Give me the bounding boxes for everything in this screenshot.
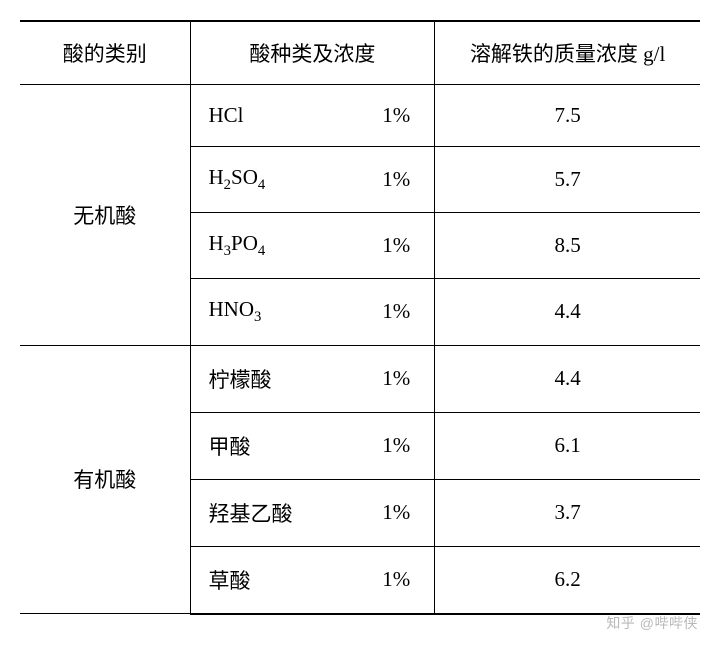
acid-name: H3PO4: [209, 231, 266, 260]
value-cell: 7.5: [435, 85, 700, 147]
value-cell: 5.7: [435, 147, 700, 213]
acid-name: 柠檬酸: [209, 364, 272, 394]
value-cell: 3.7: [435, 479, 700, 546]
acid-cell: 草酸 1%: [190, 546, 435, 614]
acid-name: 草酸: [209, 565, 251, 595]
acid-concentration: 1%: [382, 500, 410, 525]
acid-concentration: 1%: [382, 103, 410, 128]
acid-cell: 甲酸 1%: [190, 412, 435, 479]
header-value: 溶解铁的质量浓度 g/l: [435, 21, 700, 85]
acid-name: 甲酸: [209, 431, 251, 461]
value-cell: 6.1: [435, 412, 700, 479]
acid-table: 酸的类别 酸种类及浓度 溶解铁的质量浓度 g/l 无机酸HCl1%7.5H2SO…: [20, 20, 700, 615]
value-cell: 4.4: [435, 345, 700, 412]
category-cell: 有机酸: [20, 345, 190, 614]
value-cell: 4.4: [435, 279, 700, 345]
watermark: 知乎 @哔哔侠: [606, 613, 698, 633]
acid-concentration: 1%: [382, 233, 410, 258]
table-row: 有机酸柠檬酸1%4.4: [20, 345, 700, 412]
acid-name: 羟基乙酸: [209, 498, 293, 528]
acid-concentration: 1%: [382, 299, 410, 324]
category-cell: 无机酸: [20, 85, 190, 346]
value-cell: 8.5: [435, 213, 700, 279]
acid-name: H2SO4: [209, 165, 266, 194]
table-head: 酸的类别 酸种类及浓度 溶解铁的质量浓度 g/l: [20, 21, 700, 85]
table-body: 无机酸 HCl 1% 7.5 H2SO4 1% 5.7 H3PO4 1% 8.5 HNO3 1% 4.4…: [20, 85, 700, 614]
acid-cell: H2SO4 1%: [190, 147, 435, 213]
value-cell: 6.2: [435, 546, 700, 614]
header-category: 酸的类别: [20, 21, 190, 85]
table-row: 无机酸HCl1%7.5: [20, 85, 700, 147]
acid-name: HNO3: [209, 297, 262, 326]
acid-cell: 柠檬酸 1%: [190, 345, 435, 412]
acid-cell: HCl 1%: [190, 85, 435, 147]
acid-cell: HNO3 1%: [190, 279, 435, 345]
acid-concentration: 1%: [382, 366, 410, 391]
acid-cell: H3PO4 1%: [190, 213, 435, 279]
acid-concentration: 1%: [382, 167, 410, 192]
acid-concentration: 1%: [382, 433, 410, 458]
acid-name: HCl: [209, 103, 244, 128]
acid-cell: 羟基乙酸 1%: [190, 479, 435, 546]
acid-concentration: 1%: [382, 567, 410, 592]
header-species: 酸种类及浓度: [190, 21, 435, 85]
